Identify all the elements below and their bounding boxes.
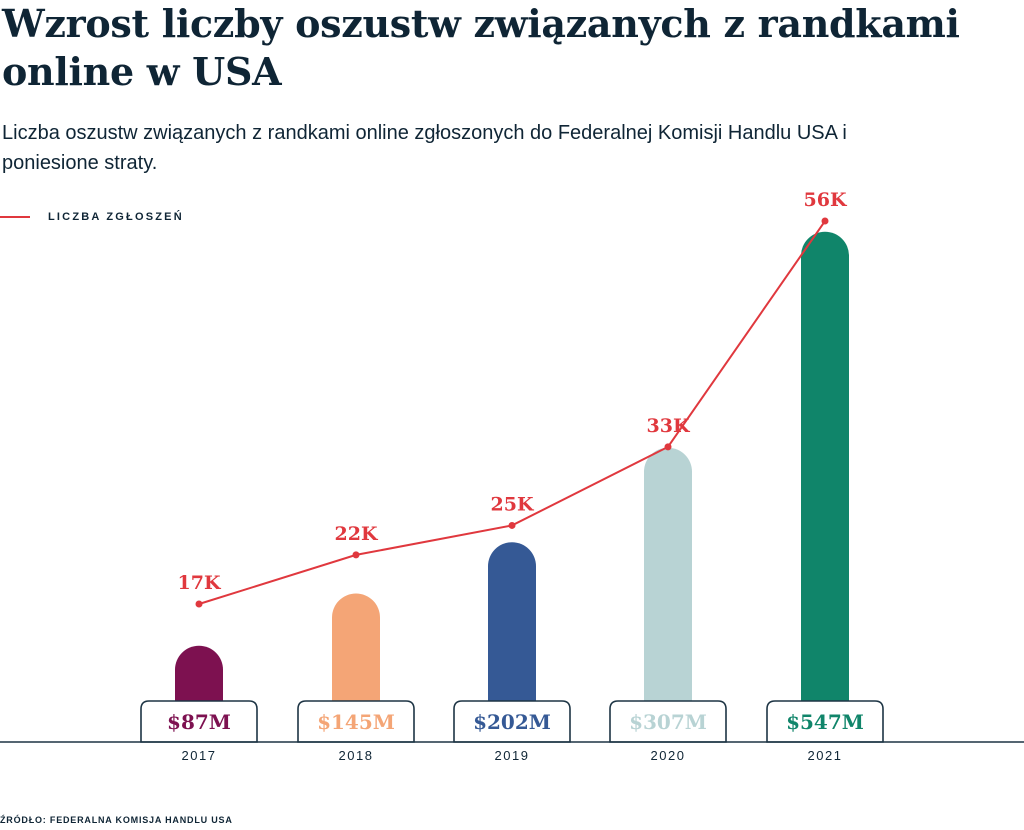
x-tick-label: 2021 [808, 748, 843, 763]
bar-2020 [644, 447, 692, 742]
line-point-2020 [664, 443, 672, 451]
source-note: ŹRÓDŁO: FEDERALNA KOMISJA HANDLU USA [0, 815, 233, 825]
bar-value-label: $547M [786, 710, 864, 734]
line-value-label: 17K [178, 572, 222, 594]
line-point-2018 [352, 551, 360, 559]
legend-line-swatch [0, 216, 30, 218]
line-value-label: 22K [335, 523, 379, 545]
x-tick-label: 2018 [339, 748, 374, 763]
legend: LICZBA ZGŁOSZEŃ [0, 211, 184, 223]
bar-value-label: $202M [473, 710, 551, 734]
bar-value-label: $307M [629, 710, 707, 734]
line-value-label: 25K [491, 493, 535, 515]
bar-2021 [801, 231, 849, 742]
line-point-2019 [508, 521, 516, 529]
bar-value-box [297, 700, 415, 743]
bar-value-box [140, 700, 258, 743]
x-tick-label: 2019 [495, 748, 530, 763]
x-tick-label: 2017 [182, 748, 217, 763]
line-value-label: 33K [647, 415, 691, 437]
chart-subtitle: Liczba oszustw związanych z randkami onl… [2, 122, 847, 174]
bar-value-box [453, 700, 571, 743]
bar-value-box [609, 700, 727, 743]
line-point-2021 [821, 217, 829, 225]
bar-value-label: $87M [167, 710, 231, 734]
bar-2019 [488, 542, 536, 742]
line-point-2017 [195, 600, 203, 608]
bar-value-box [766, 700, 884, 743]
chart-title: Wzrost liczby oszustw związanych z randk… [2, 1, 960, 94]
x-tick-label: 2020 [651, 748, 686, 763]
bar-value-label: $145M [317, 710, 395, 734]
legend-label: LICZBA ZGŁOSZEŃ [48, 211, 184, 223]
line-value-label: 56K [804, 189, 848, 211]
